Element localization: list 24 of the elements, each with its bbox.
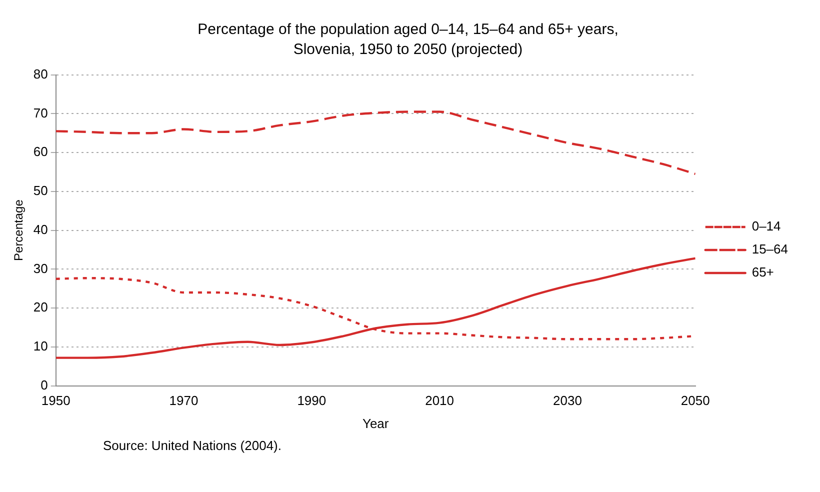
- y-tick-label: 40: [33, 222, 48, 237]
- y-tick-label: 60: [33, 144, 48, 160]
- source-note: Source: United Nations (2004).: [103, 438, 282, 453]
- x-tick-label: 2050: [680, 393, 710, 408]
- x-tick-label: 2010: [425, 393, 454, 408]
- y-tick-label: 80: [33, 66, 48, 82]
- y-tick-label: 50: [33, 183, 48, 198]
- line-series: [56, 257, 696, 359]
- y-tick-label: 10: [33, 338, 48, 354]
- x-tick-label: 2030: [552, 393, 582, 408]
- x-tick-label: 1990: [297, 393, 326, 408]
- legend-label: 15–64: [752, 242, 788, 257]
- x-tick-label: 1950: [41, 393, 70, 408]
- y-tick-label: 20: [33, 300, 48, 315]
- x-axis-title: Year: [362, 416, 390, 431]
- y-tick-label: 30: [33, 260, 48, 276]
- y-tick-label: 70: [33, 105, 48, 120]
- legend-label: 0–14: [752, 218, 781, 234]
- chart-title: Percentage of the population aged 0–14, 15–64 and 65+ years, Slovenia, 1950 to 2050 (projected): [196, 20, 620, 60]
- line-series: [56, 110, 696, 176]
- y-tick-label: 0: [40, 377, 48, 392]
- x-tick-label: 1970: [169, 393, 198, 408]
- legend-label: 65+: [752, 264, 774, 280]
- y-axis-title: Percentage: [12, 199, 26, 261]
